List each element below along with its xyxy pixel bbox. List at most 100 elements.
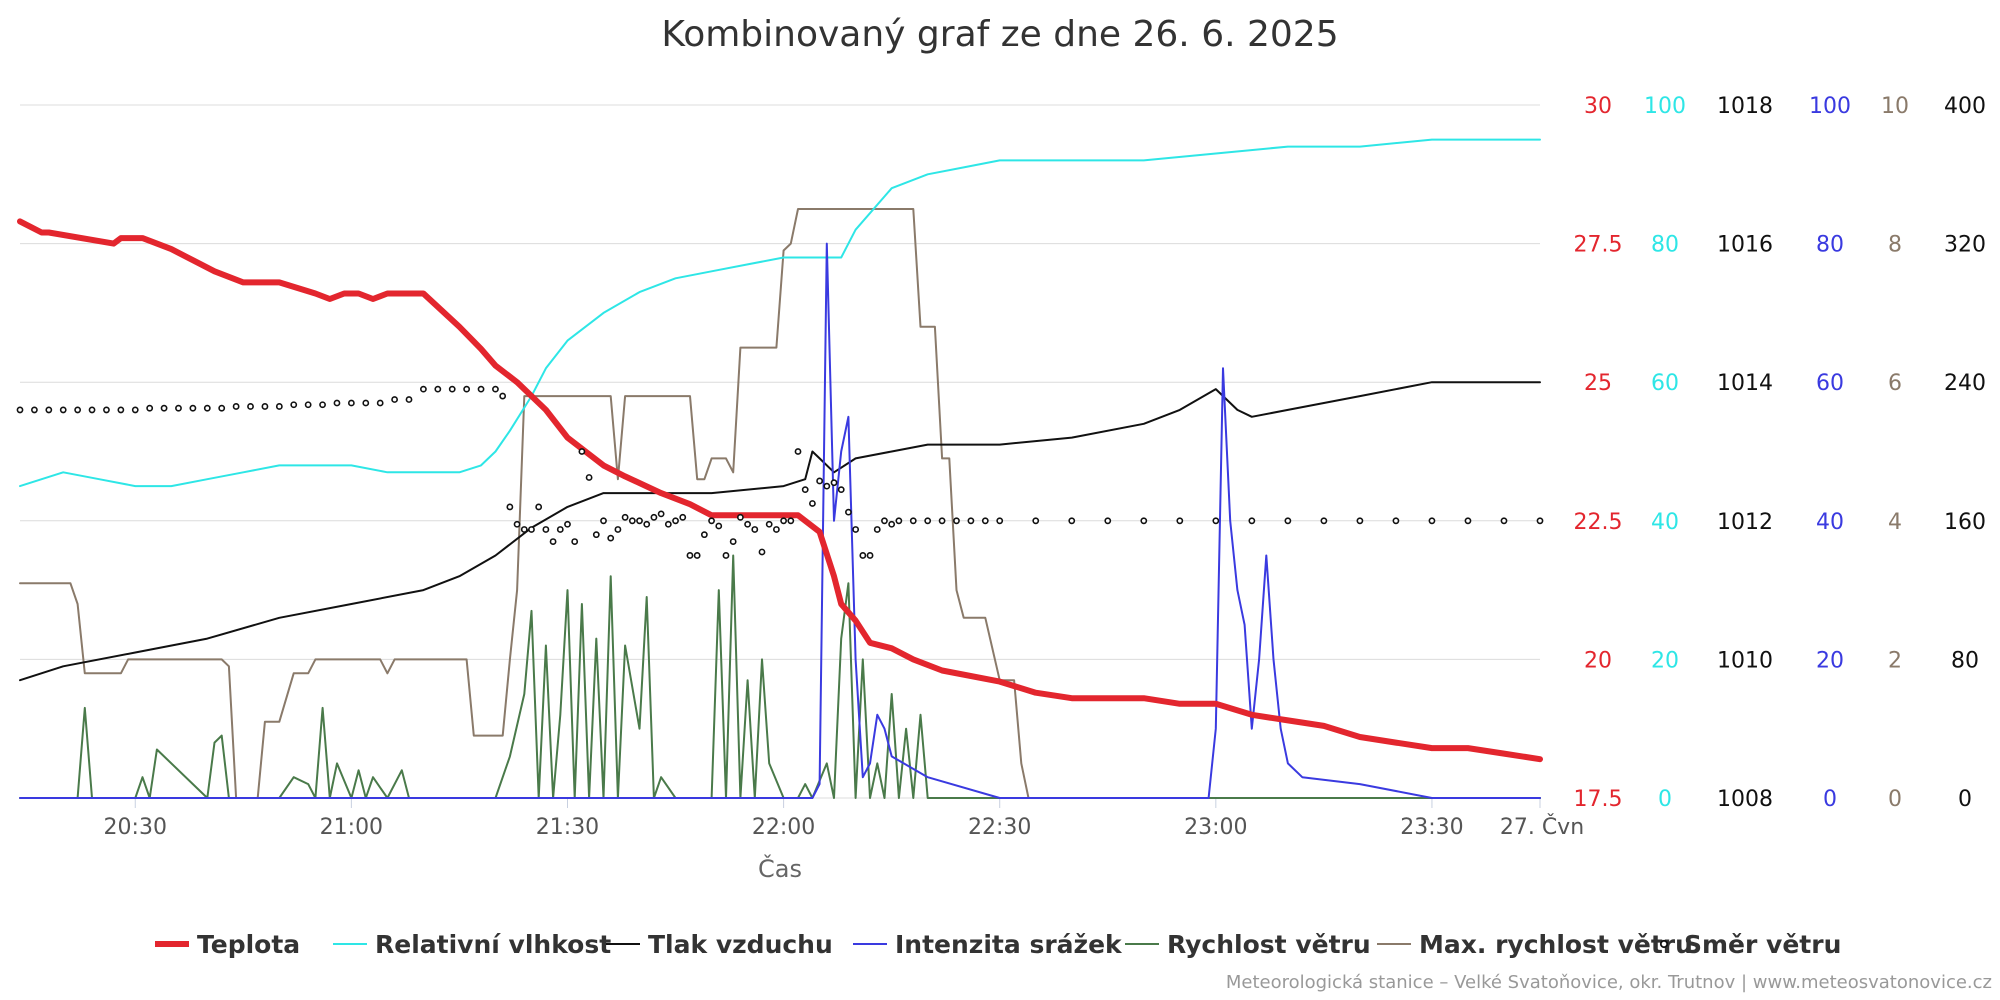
wind-direction-point	[1032, 517, 1040, 525]
wind-direction-point	[866, 552, 874, 559]
x-axis-tick-label: 23:30	[1400, 815, 1463, 840]
wind-direction-point	[780, 517, 788, 525]
wind-direction-point	[45, 406, 53, 414]
y-axis-tick-label: 40	[1816, 510, 1844, 535]
y-axis-tick-label: 320	[1944, 233, 1986, 258]
wind-direction-point	[1392, 517, 1400, 525]
x-axis-ticks: 20:30 21:00 21:30 22:00 22:30 23:00 23:30 27. Č…	[104, 798, 1584, 840]
y-axis-tick-label: 0	[1823, 787, 1837, 812]
legend-item[interactable]: Rychlost větru	[1125, 930, 1371, 959]
legend-item[interactable]: Teplota	[155, 930, 300, 959]
wind-direction-point	[672, 517, 679, 525]
wind-direction-point	[564, 520, 571, 528]
y-axis-tick-label: 100	[1809, 94, 1851, 119]
wind-direction-point	[31, 406, 38, 414]
wind-direction-point	[405, 396, 413, 403]
legend-item[interactable]: Tlak vzduchu	[606, 930, 833, 959]
y-axis-5: 10 8 6 4 2 0	[1881, 94, 1909, 812]
wind-direction-point	[585, 474, 593, 481]
wind-direction-point	[830, 479, 838, 487]
wind-direction-point	[715, 522, 723, 530]
wind-direction-point	[614, 526, 622, 533]
wind-direction-point	[175, 404, 182, 412]
series-line	[17, 218, 1543, 763]
x-axis-tick-label: 27. Čvn	[1500, 814, 1584, 840]
wind-direction-point	[895, 517, 903, 525]
series-line	[19, 208, 1541, 799]
wind-direction-point	[131, 406, 139, 414]
wind-direction-point	[578, 448, 586, 455]
wind-direction-point	[319, 401, 326, 409]
wind-direction-point	[103, 406, 110, 414]
legend-label: Max. rychlost větru	[1419, 930, 1693, 959]
wind-direction-point	[571, 538, 579, 545]
legend-item[interactable]: Max. rychlost větru	[1377, 930, 1693, 959]
wind-direction-point	[520, 526, 528, 533]
wind-direction-point	[304, 401, 312, 409]
wind-direction-point	[1068, 517, 1076, 525]
wind-direction-point	[592, 531, 600, 539]
wind-direction-point	[506, 503, 514, 511]
y-axis-tick-label: 1010	[1717, 648, 1773, 673]
wind-direction-point	[1464, 517, 1472, 525]
y-axis-tick-label: 1018	[1717, 94, 1773, 119]
series-lines	[16, 138, 1544, 799]
wind-direction-point	[528, 526, 535, 533]
y-axis-tick-label: 160	[1944, 510, 1986, 535]
wind-direction-point	[765, 520, 773, 528]
y-axis-tick-label: 27.5	[1574, 233, 1623, 258]
wind-direction-point	[1428, 517, 1436, 525]
y-axis-tick-label: 20	[1816, 648, 1844, 673]
y-axis-tick-label: 30	[1584, 94, 1612, 119]
wind-direction-point	[420, 385, 427, 393]
wind-direction-point	[938, 517, 946, 525]
series-rychlost-v-tru	[19, 554, 1541, 799]
legend-label: Rychlost větru	[1167, 930, 1371, 959]
wind-direction-point	[859, 552, 867, 559]
wind-direction-point	[556, 526, 564, 533]
wind-direction-point	[664, 520, 672, 528]
wind-direction-point	[953, 517, 960, 525]
wind-direction-point	[650, 513, 658, 521]
wind-direction-point	[88, 406, 96, 414]
wind-direction-point	[787, 517, 795, 525]
legend-item[interactable]: Intenzita srážek	[853, 930, 1123, 959]
y-axes: 3027.52522.52017.51008060402001018101610…	[1574, 94, 1986, 812]
x-axis-label: Čas	[758, 853, 802, 883]
wind-direction-point	[1104, 517, 1112, 525]
legend-item[interactable]: Relativní vlhkost	[333, 930, 611, 959]
series-sm-r-v-tru	[16, 385, 1544, 559]
x-axis-tick-label: 20:30	[104, 815, 167, 840]
y-axis-1: 30 27.5 25 22.5 20 17.5	[1574, 94, 1623, 812]
wind-direction-point	[542, 526, 550, 533]
wind-direction-point	[391, 396, 398, 403]
wind-direction-point	[794, 448, 802, 455]
legend-label: Intenzita srážek	[895, 930, 1123, 959]
wind-direction-point	[1140, 517, 1148, 525]
wind-direction-point	[160, 404, 168, 412]
wind-direction-point	[809, 500, 816, 507]
y-axis-tick-label: 10	[1881, 94, 1909, 119]
y-axis-tick-label: 1008	[1717, 787, 1773, 812]
wind-direction-point	[549, 538, 557, 545]
wind-direction-point	[16, 406, 24, 414]
source-credit[interactable]: Meteorologická stanice – Velké Svatoňovi…	[1226, 972, 1992, 993]
y-axis-tick-label: 4	[1888, 510, 1902, 535]
series-relativn-vlhkost	[19, 138, 1541, 488]
wind-direction-point	[700, 531, 708, 539]
wind-direction-point	[628, 517, 636, 525]
wind-direction-point	[492, 385, 499, 393]
y-axis-tick-label: 40	[1651, 510, 1679, 535]
y-axis-tick-label: 22.5	[1574, 510, 1623, 535]
wind-direction-point	[729, 538, 737, 545]
wind-direction-point	[607, 534, 615, 542]
legend-item[interactable]: Směr větru	[1659, 930, 1842, 959]
wind-direction-point	[74, 406, 82, 414]
y-axis-3: 1018 1016 1014 1012 1010 1008	[1717, 94, 1773, 812]
wind-direction-point	[376, 399, 384, 407]
legend[interactable]: Teplota Relativní vlhkost Tlak vzduchu Inte…	[155, 930, 1841, 959]
legend-label: Teplota	[197, 930, 300, 959]
y-axis-tick-label: 1014	[1717, 371, 1773, 396]
wind-direction-point	[117, 406, 125, 414]
